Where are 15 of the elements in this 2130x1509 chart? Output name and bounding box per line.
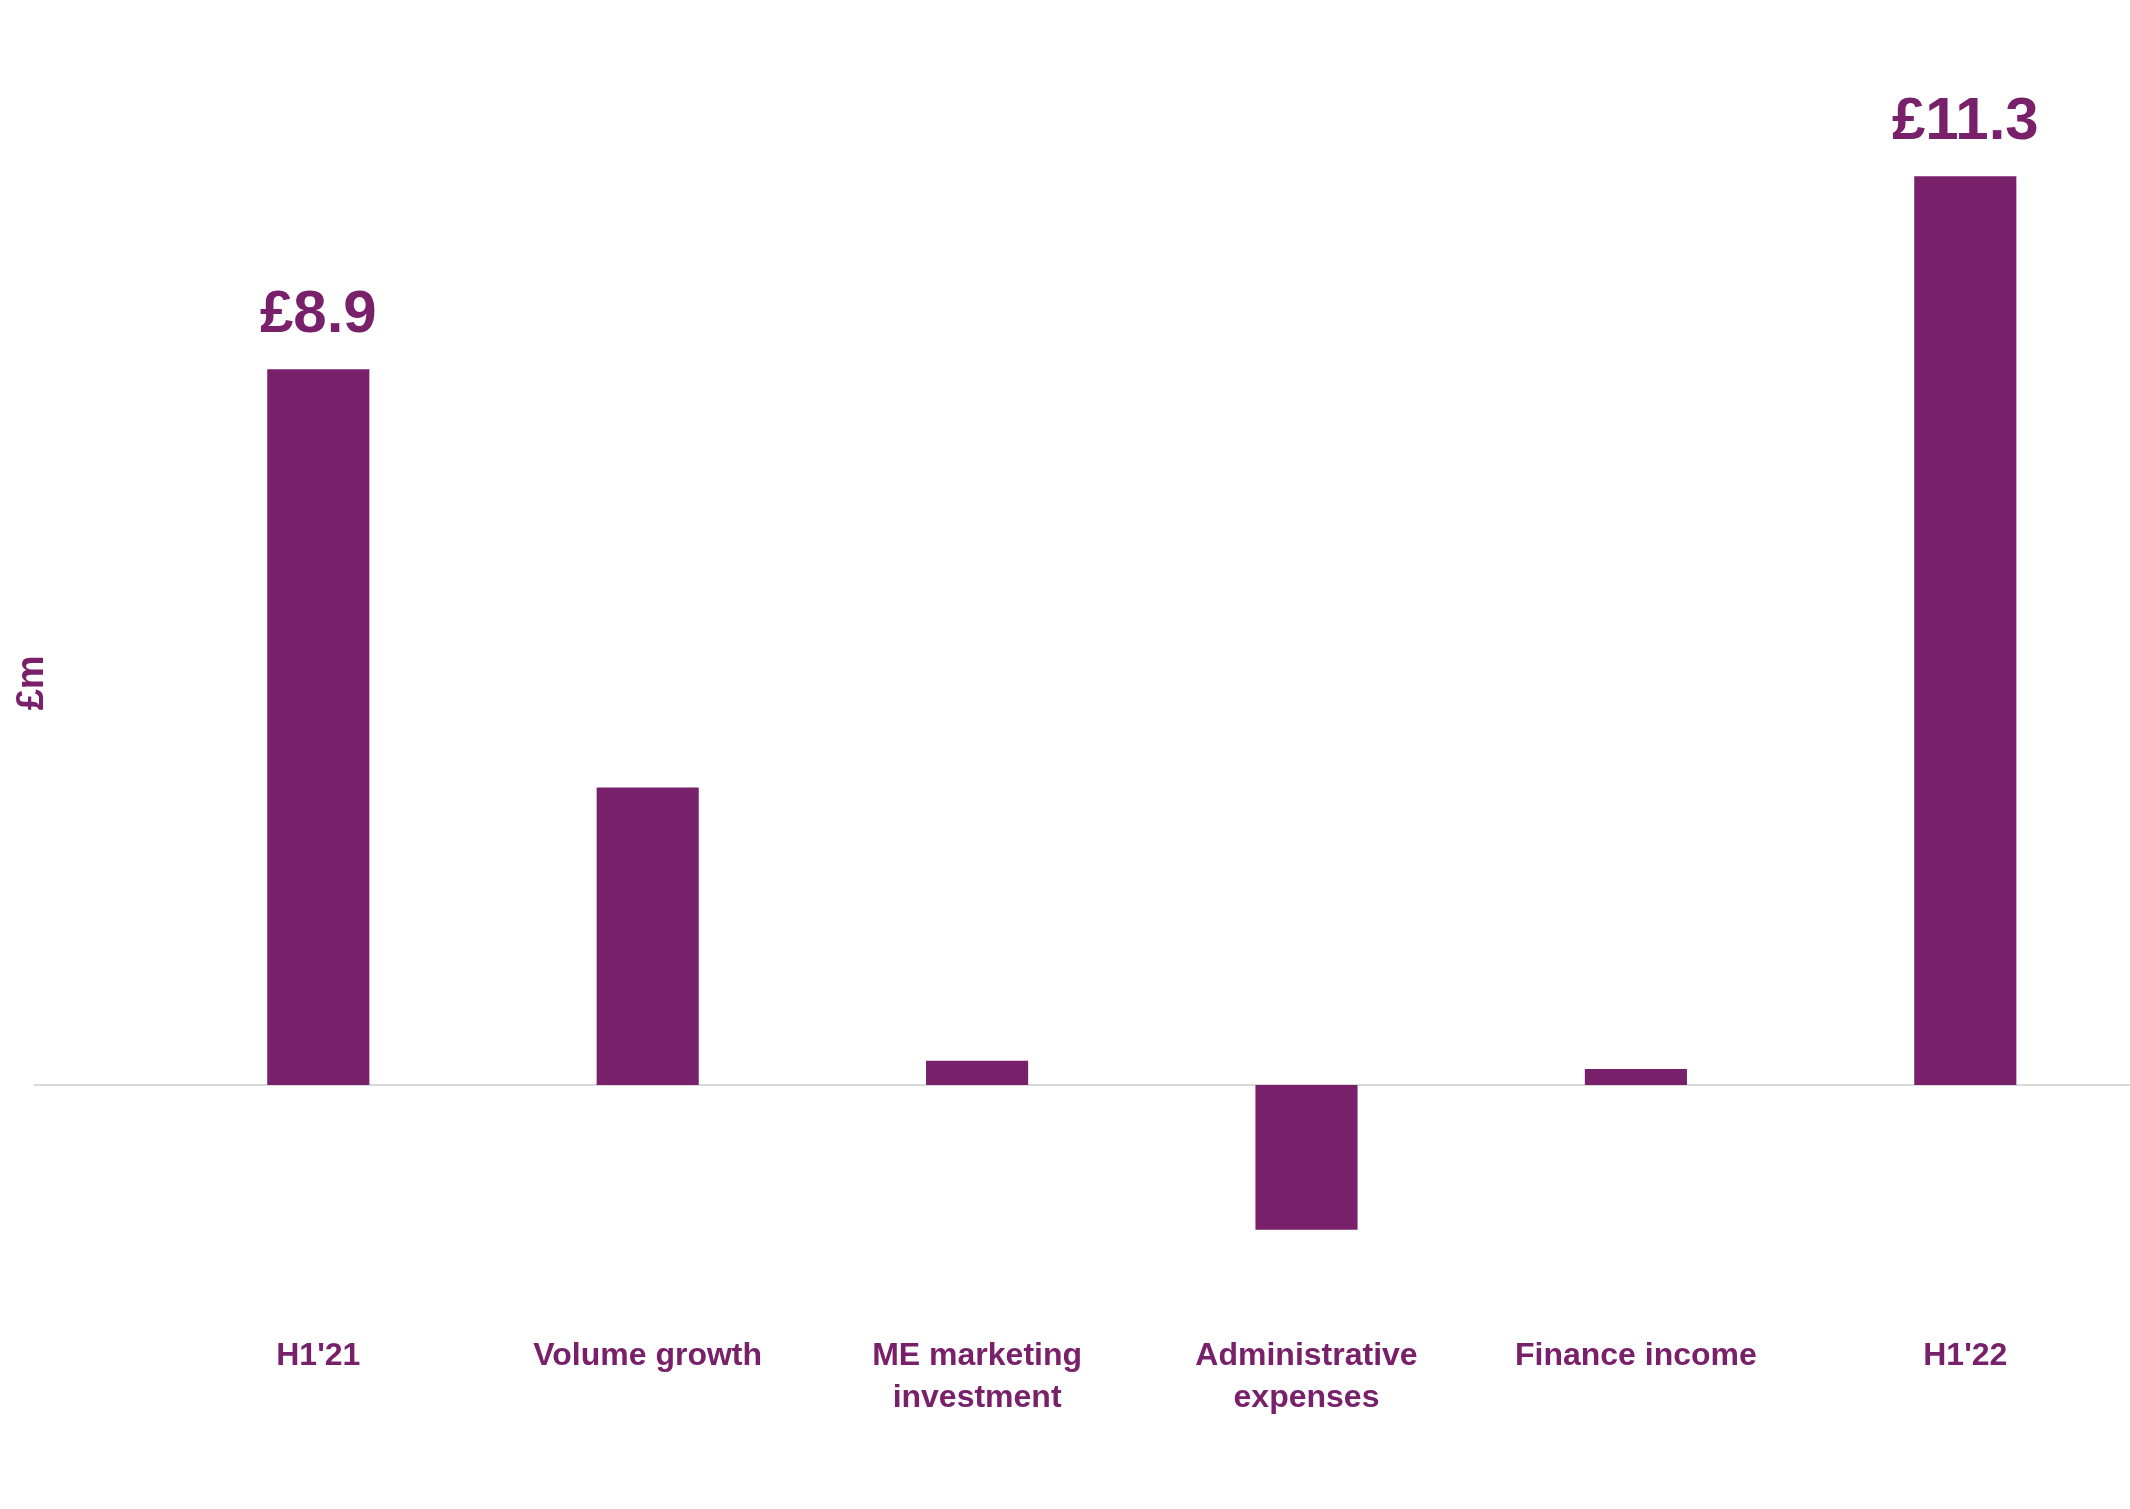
x-tick-label: H1'22 — [1923, 1336, 2008, 1373]
bar — [1255, 1084, 1358, 1230]
x-tick-label: ME marketing investment — [872, 1336, 1083, 1415]
x-tick-label: Finance income — [1514, 1336, 1757, 1373]
y-axis-title: £m — [9, 655, 52, 711]
bar — [1584, 1068, 1687, 1085]
bar — [926, 1060, 1029, 1085]
data-label: £11.3 — [1891, 84, 2039, 152]
bar — [596, 787, 699, 1085]
bar — [1914, 176, 2017, 1085]
x-tick-label: Administrative expenses — [1195, 1336, 1418, 1415]
bar — [267, 369, 370, 1085]
x-tick-label: Volume growth — [533, 1336, 763, 1373]
x-tick-label: H1'21 — [276, 1336, 361, 1373]
data-label: £8.9 — [259, 277, 377, 345]
